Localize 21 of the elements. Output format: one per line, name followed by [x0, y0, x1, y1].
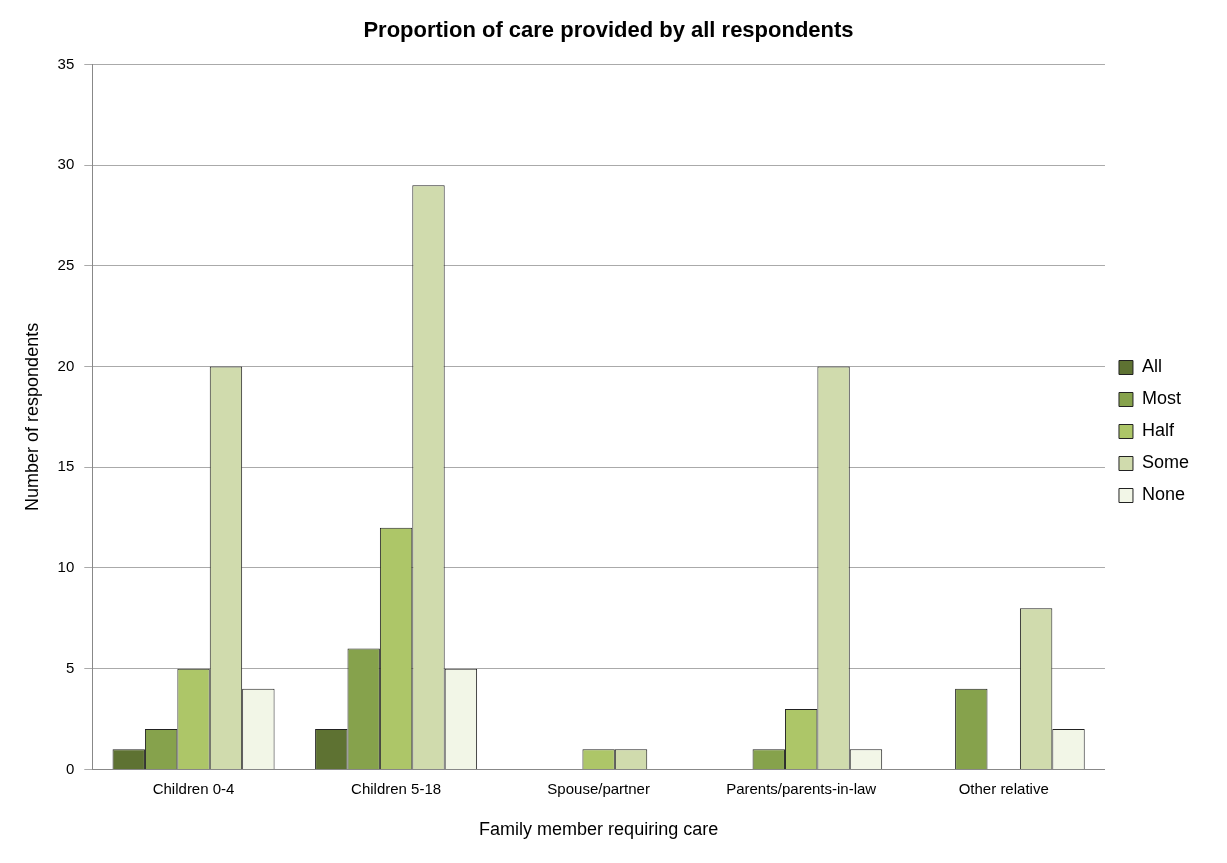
- y-axis-title: Number of respondents: [21, 322, 42, 511]
- y-tick-label: 15: [57, 457, 75, 475]
- x-tick-label: Children 5-18: [351, 779, 442, 797]
- legend-label: All: [1141, 356, 1162, 377]
- x-tick-label: Spouse/partner: [547, 779, 650, 797]
- chart-title: Proportion of care provided by all respondents: [363, 17, 854, 43]
- legend-label: Most: [1141, 388, 1181, 409]
- y-tick-label: 5: [65, 658, 75, 676]
- y-tick-label: 35: [57, 54, 75, 72]
- x-axis-title: Family member requiring care: [479, 819, 719, 840]
- y-tick-label: 10: [57, 558, 75, 576]
- legend-label: None: [1141, 484, 1186, 505]
- y-tick-label: 30: [57, 155, 75, 173]
- y-tick-label: 25: [57, 255, 75, 273]
- legend-label: Half: [1141, 420, 1175, 441]
- x-tick-label: Other relative: [958, 779, 1049, 797]
- legend-label: Some: [1141, 452, 1190, 473]
- x-tick-label: Parents/parents-in-law: [726, 779, 877, 797]
- y-tick-label: 0: [65, 759, 75, 777]
- x-tick-label: Children 0-4: [152, 779, 235, 797]
- y-tick-label: 20: [57, 356, 75, 374]
